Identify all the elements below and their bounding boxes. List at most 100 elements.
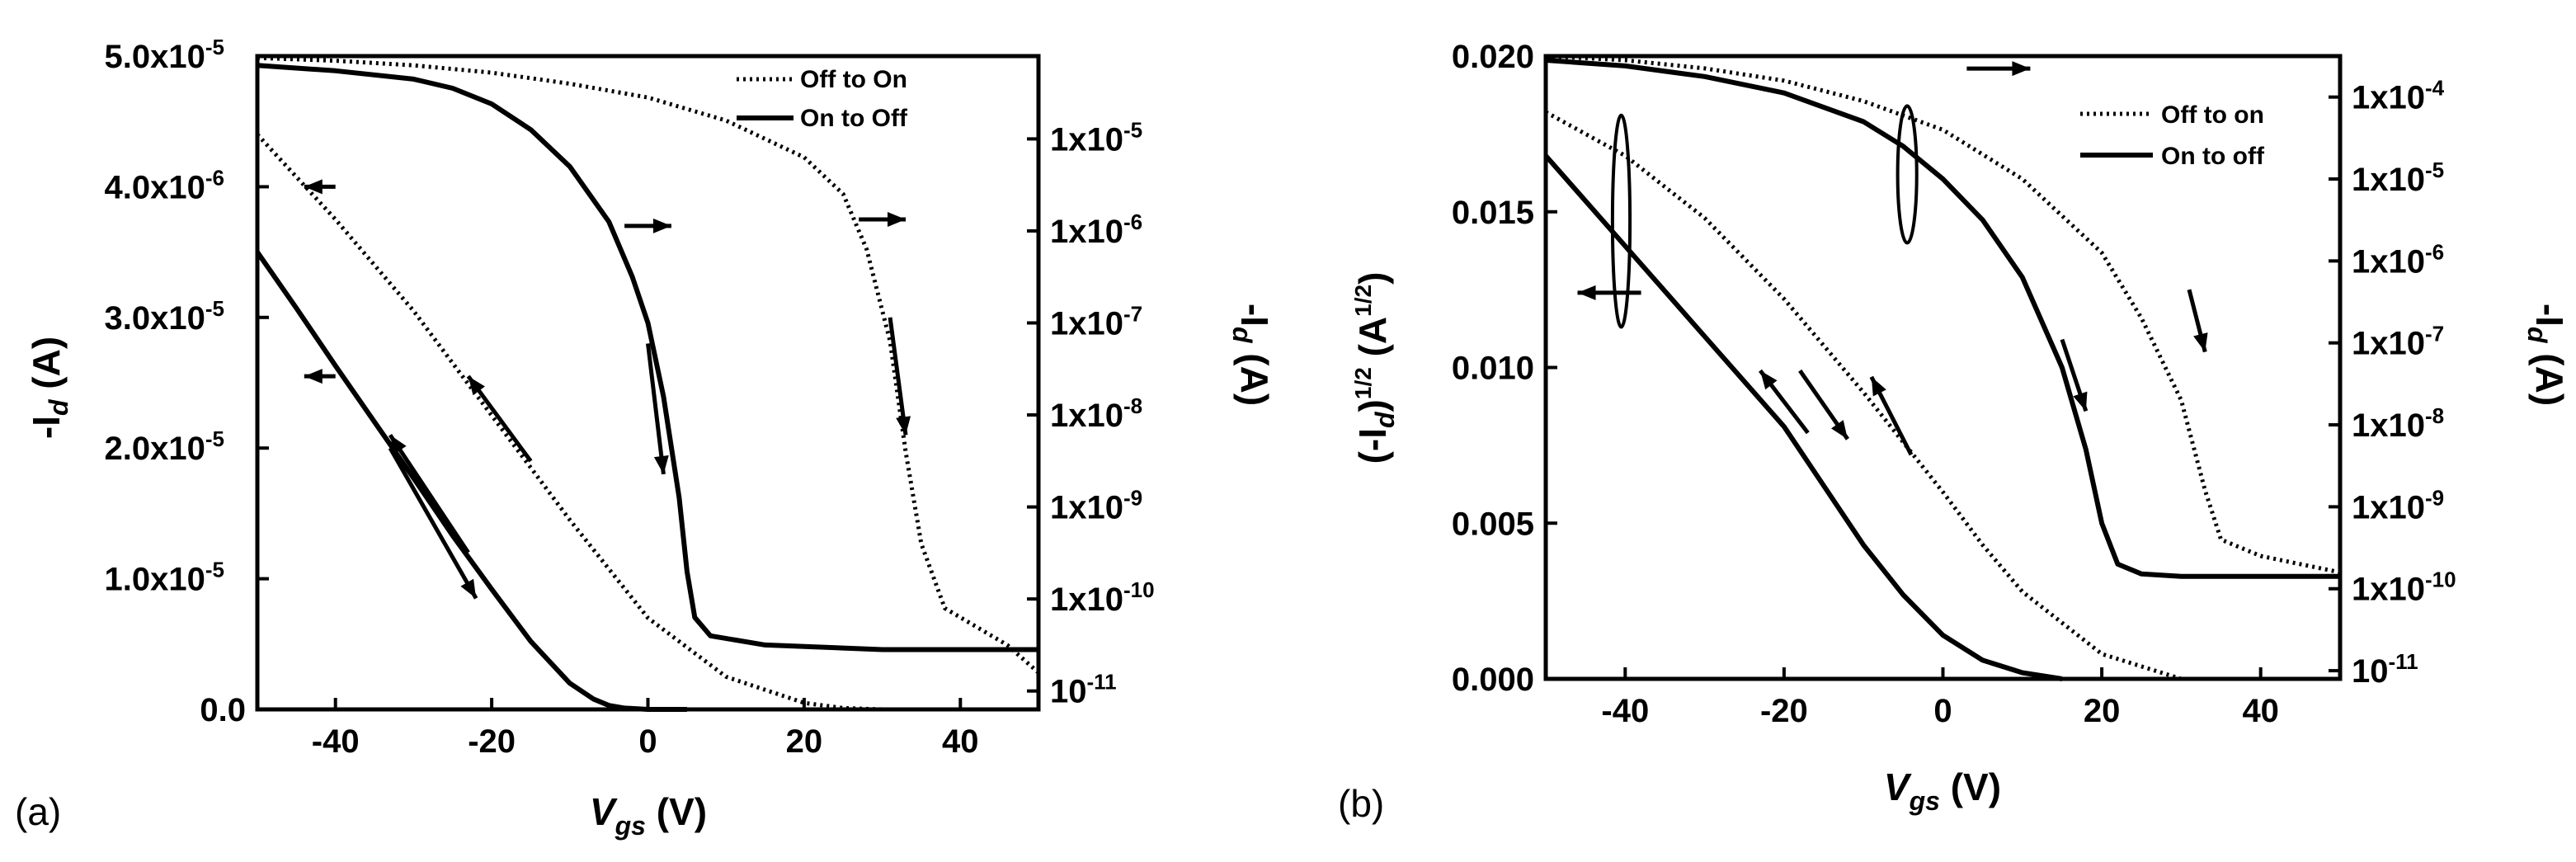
panel-b-y2-tick-label: 1x10-7 <box>2352 322 2444 362</box>
panel-b-y2-tick-label-base: 1x10 <box>2352 243 2425 280</box>
panel-a-y-tick-label-base: 2.0x10 <box>105 431 205 467</box>
panel-b-y-tick-label: 0.005 <box>1452 506 1534 542</box>
panel-b-x-axis-title-sub: gs <box>1909 786 1940 816</box>
panel-b-y2-tick-label-base: 1x10 <box>2352 162 2425 198</box>
panel-b-y2-tick-label-base: 1x10 <box>2352 407 2425 444</box>
panel-a-x-tick-label: 0 <box>638 723 657 760</box>
panel-b-y2-tick-label: 1x10-4 <box>2352 76 2445 116</box>
panel-a-y2-tick-label-base: 1x10 <box>1050 398 1123 434</box>
panel-b-arrow-head <box>2193 332 2208 352</box>
panel-b-y2-tick-label: 1x10-6 <box>2352 239 2444 280</box>
panel-a-y2-axis-title-text: -I <box>1233 304 1276 327</box>
panel-b-legend-label-off-to-on: Off to on <box>2161 101 2264 129</box>
panel-a-legend-label-on-to-off: On to Off <box>800 105 908 132</box>
panel-b-y2-tick-label-exp: -8 <box>2425 403 2444 428</box>
panel-a-legend: Off to On On to Off <box>737 66 908 132</box>
panel-b-y-tick-label: 0.000 <box>1452 662 1534 698</box>
panel-b-x-axis-title-unit: (V) <box>1951 765 2001 808</box>
panel-b-y2-tick-label-exp: -4 <box>2425 76 2445 101</box>
panel-a-x-axis-title-sub: gs <box>615 811 646 841</box>
panel-a-arrow-head <box>888 212 907 227</box>
panel-b-y2-axis-title-unit: (A) <box>2528 353 2571 406</box>
panel-a-y-tick-label-base: 1.0x10 <box>105 562 205 598</box>
panel-a-y-tick-label: 0.0 <box>200 692 246 728</box>
panel-a: 0.01.0x10-52.0x10-53.0x10-54.0x10-65.0x1… <box>15 35 1276 841</box>
panel-a-y2-tick-label-exp: -9 <box>1123 486 1142 511</box>
panel-a-y-tick-label-exp: -5 <box>205 426 224 451</box>
panel-b-y-tick-labels: 0.000 0.005 0.010 0.015 0.020 <box>1452 39 1534 698</box>
panel-a-y-tick-label-exp: -5 <box>205 558 224 582</box>
panel-a-y-tick-label-exp: -6 <box>205 165 224 190</box>
panel-b-x-tick-label: -40 <box>1601 693 1649 729</box>
panel-b-y2-tick-label-exp: -9 <box>2425 485 2444 510</box>
panel-b-y2-tick-label: 1x10-10 <box>2352 568 2456 608</box>
panel-b-arrow-head <box>1760 370 1778 390</box>
panel-a-y2-tick-label: 1x10-6 <box>1050 210 1142 250</box>
panel-b-y2-tick-label-base: 1x10 <box>2352 80 2425 116</box>
panel-a-y-axis-title-text: -I <box>25 416 68 439</box>
panel-a-y2-tick-label-base: 1x10 <box>1050 582 1123 618</box>
panel-a-arrow-head <box>389 435 407 455</box>
panel-b-arrow-head <box>2012 61 2031 77</box>
panel-b-y-axis-title-sub: d <box>1370 411 1400 428</box>
panel-a-series-linear-dotted <box>256 133 883 712</box>
panel-b-x-axis-title-text: V <box>1884 765 1912 808</box>
panel-a-arrow-head <box>304 179 323 195</box>
panel-b-y2-axis-title-text: -I <box>2528 304 2571 327</box>
panel-a-plot-frame <box>255 54 1041 712</box>
panel-a-y2-tick-label-base: 1x10 <box>1050 305 1123 342</box>
panel-b-y-axis-title-text: (-I <box>1351 428 1394 464</box>
panel-b-series-log-dotted <box>1545 54 2341 575</box>
panel-b-axis-indicator-ellipse <box>1610 113 1632 329</box>
panel-a-y2-tick-label: 1x10-7 <box>1050 301 1142 342</box>
panel-a-y2-tick-label: 1x10-9 <box>1050 486 1142 526</box>
panel-a-arrow-shaft <box>646 343 666 475</box>
panel-a-series-log-dotted <box>257 55 1040 675</box>
panel-b-y-tick-label: 0.020 <box>1452 39 1534 75</box>
panel-a-legend-label-off-to-on: Off to On <box>800 66 907 93</box>
panel-b-y2-tick-label: 10-11 <box>2352 649 2418 690</box>
panel-a-x-tick-label: -40 <box>312 723 360 760</box>
panel-b-arrow-head <box>1577 285 1596 300</box>
panel-a-y-tick-label: 3.0x10-5 <box>105 296 224 337</box>
panel-b-y2-tick-label-exp: -11 <box>2389 649 2418 674</box>
panel-a-y-tick-label-base: 5.0x10 <box>105 39 205 75</box>
panel-a-y-axis-title-sub: d <box>44 398 73 416</box>
panel-b-legend: Off to on On to off <box>2080 101 2265 170</box>
panel-a-y2-tick-label-base: 1x10 <box>1050 490 1123 526</box>
panel-a-y2-tick-label-base: 1x10 <box>1050 121 1123 158</box>
panel-b-y2-tick-label: 1x10-8 <box>2352 403 2444 444</box>
panel-a-y-tick-label-base: 3.0x10 <box>105 300 205 337</box>
panel-a-x-axis-title: Vgs (V) <box>590 790 707 841</box>
panel-b-y2-tick-label-exp: -7 <box>2425 322 2444 346</box>
panel-b-y2-axis-title-sub: d <box>2522 327 2552 344</box>
panel-a-y2-axis-title: -Id (A) <box>1227 304 1276 406</box>
panel-a-y2-tick-label-exp: -10 <box>1123 577 1155 602</box>
panel-a-y-tick-label-base: 4.0x10 <box>105 169 205 205</box>
panel-a-y2-tick-label: 1x10-10 <box>1050 577 1155 618</box>
panel-b-x-tick-label: 40 <box>2242 693 2279 729</box>
panel-b-y2-tick-label-exp: -6 <box>2425 239 2444 264</box>
panel-a-y2-tick-label-exp: -11 <box>1087 670 1117 695</box>
panel-b-y-axis-title-unit: (A <box>1351 317 1394 357</box>
panel-a-arrow-head <box>468 376 485 396</box>
panel-b-y2-tick-label-base: 1x10 <box>2352 489 2425 525</box>
panel-a-arrow-head <box>652 218 671 233</box>
panel-a-series-log-solid <box>257 63 1038 652</box>
panel-a-y2-axis-title-sub: d <box>1227 327 1257 344</box>
panel-b-y2-tick-label-exp: -10 <box>2425 568 2456 592</box>
panel-b-y2-tick-label-base: 1x10 <box>2352 572 2425 608</box>
panel-a-y2-tick-label: 10-11 <box>1050 670 1117 710</box>
panel-a-y2-tick-labels: 10-111x10-101x10-91x10-81x10-71x10-61x10… <box>1050 117 1155 709</box>
panel-a-label: (a) <box>15 790 61 833</box>
panel-a-y-tick-label: 5.0x10-5 <box>105 35 224 75</box>
panel-b-series-log-solid <box>1545 58 2340 579</box>
panel-b-legend-label-on-to-off: On to off <box>2161 143 2265 170</box>
panel-a-arrow-shaft <box>388 446 478 600</box>
panel-b-y-tick-label: 0.010 <box>1452 351 1534 387</box>
panel-b-x-axis-title: Vgs (V) <box>1884 765 2001 816</box>
panel-a-y2-tick-label: 1x10-5 <box>1050 117 1142 158</box>
panel-b-x-tick-label: -20 <box>1760 693 1808 729</box>
